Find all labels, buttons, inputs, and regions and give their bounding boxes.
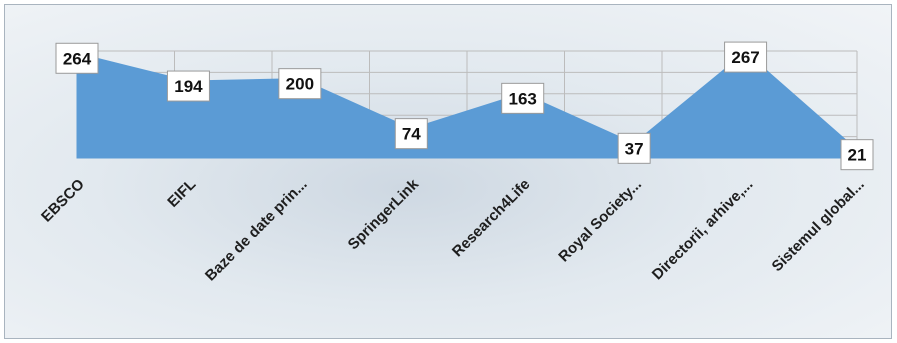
x-tick-label: Research4Life <box>449 176 534 261</box>
data-label-value: 267 <box>731 48 759 67</box>
data-label-value: 264 <box>63 49 92 68</box>
chart-frame: 264 194 200 74 163 37 267 21 EBSCO EIFL Baze de d… <box>4 4 892 339</box>
data-label-box <box>394 118 428 150</box>
data-label-value: 37 <box>625 139 644 158</box>
data-label: 74 <box>394 118 428 150</box>
x-axis-tick-labels: EBSCO EIFL Baze de date prin... SpringerLin… <box>38 175 868 284</box>
data-label-box <box>501 82 545 114</box>
data-label-value: 200 <box>286 75 314 94</box>
x-tick-label: EBSCO <box>38 176 88 226</box>
data-label-box <box>724 41 768 73</box>
x-tick-label: SpringerLink <box>345 175 423 253</box>
data-label-box <box>278 68 322 100</box>
x-tick-label: EIFL <box>164 176 199 211</box>
data-label-value: 163 <box>509 89 537 108</box>
data-label-box <box>840 139 874 171</box>
data-label-value: 74 <box>402 125 421 144</box>
area-chart: 264 194 200 74 163 37 267 21 EBSCO EIFL Baze de d… <box>38 41 874 284</box>
data-label: 37 <box>617 132 651 164</box>
data-label: 267 <box>724 41 768 73</box>
data-label-value: 21 <box>848 146 867 165</box>
x-tick-label: Directorii, arhive,... <box>649 176 757 284</box>
data-label: 264 <box>55 42 99 74</box>
data-label: 21 <box>840 139 874 171</box>
x-tick-label: Sistemul global... <box>769 176 868 275</box>
data-label: 194 <box>166 70 210 102</box>
data-label: 163 <box>501 82 545 114</box>
data-label-value: 194 <box>174 77 203 96</box>
data-label-box <box>55 42 99 74</box>
data-label-box <box>166 70 210 102</box>
x-tick-label: Royal Society... <box>555 176 645 266</box>
data-label: 200 <box>278 68 322 100</box>
data-labels: 264 194 200 74 163 37 267 21 <box>55 41 874 171</box>
x-tick-label: Baze de date prin... <box>202 176 311 285</box>
data-label-box <box>617 132 651 164</box>
